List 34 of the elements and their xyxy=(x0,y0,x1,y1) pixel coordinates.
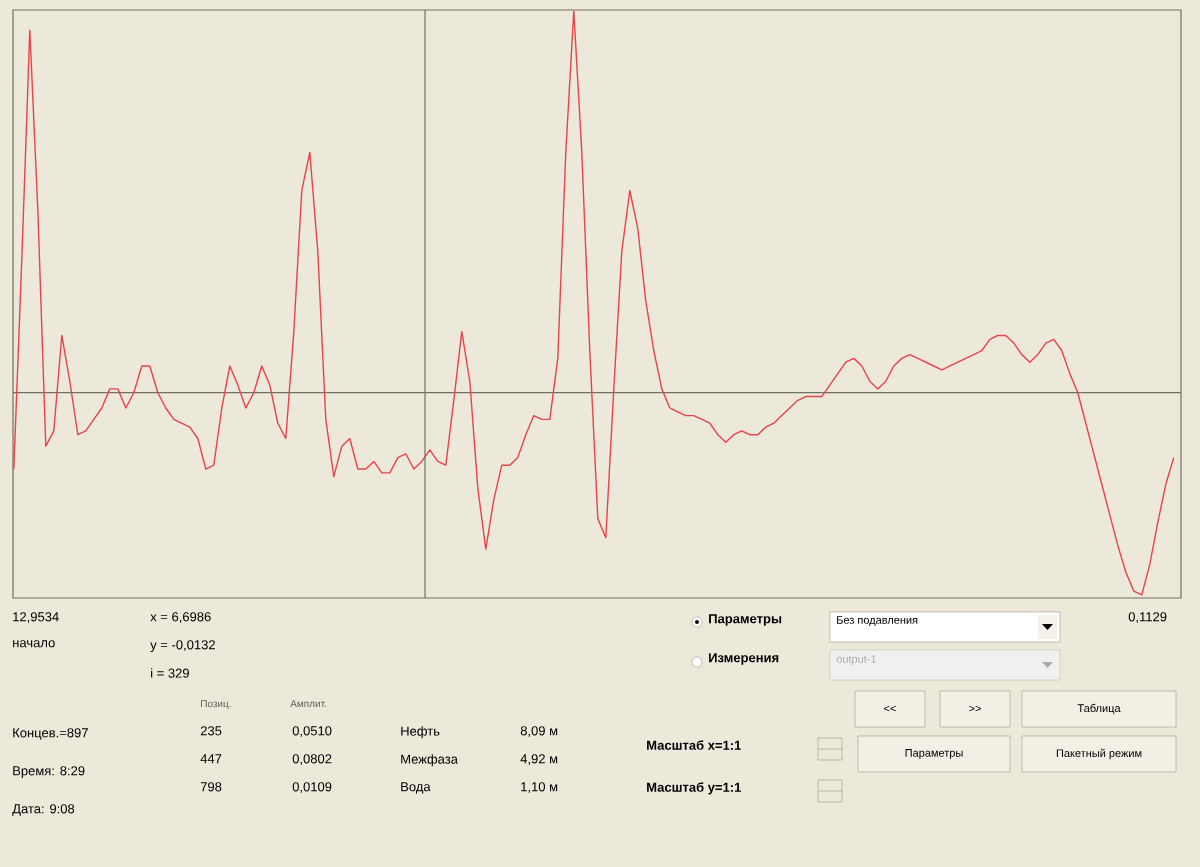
text: Нефть xyxy=(401,726,440,739)
text: 4,92 м xyxy=(520,754,558,765)
text: i = 329 xyxy=(151,668,189,678)
text: 12,9534 xyxy=(13,612,59,623)
text: Масштаб y=1:1 xyxy=(647,782,741,795)
text: Позиц. xyxy=(201,700,231,710)
text: 0,0109 xyxy=(292,782,332,793)
text: Параметры xyxy=(709,614,782,626)
text: y = -0,0132 xyxy=(150,640,215,652)
text: Измерения xyxy=(709,653,779,665)
text: начало xyxy=(13,640,55,648)
text: 447 xyxy=(200,754,222,764)
text: 798 xyxy=(200,782,222,792)
text: >> xyxy=(969,705,981,712)
text: Без подавления xyxy=(837,616,918,626)
text: 0,0802 xyxy=(292,754,332,765)
text: Дата: 9:08 xyxy=(12,804,75,816)
text: 8,09 м xyxy=(520,726,558,737)
text: Межфаза xyxy=(401,754,458,767)
text: Пакетный режим xyxy=(1056,748,1142,760)
text: 1,10 м xyxy=(521,782,558,793)
text: Амплит. xyxy=(290,700,326,708)
text: output-1 xyxy=(836,655,877,666)
text: Масштаб x=1:1 xyxy=(647,740,741,750)
text: x = 6,6986 xyxy=(150,612,211,623)
text: 235 xyxy=(200,726,222,736)
text: << xyxy=(884,705,896,712)
text: Вода xyxy=(401,782,431,794)
text: Концев.=897 xyxy=(13,728,88,740)
text: Параметры xyxy=(905,749,963,759)
text: 0,1129 xyxy=(1128,612,1167,623)
text: 0,0510 xyxy=(292,726,332,737)
text: Таблица xyxy=(1077,703,1121,715)
text: Время: 8:29 xyxy=(13,766,85,778)
